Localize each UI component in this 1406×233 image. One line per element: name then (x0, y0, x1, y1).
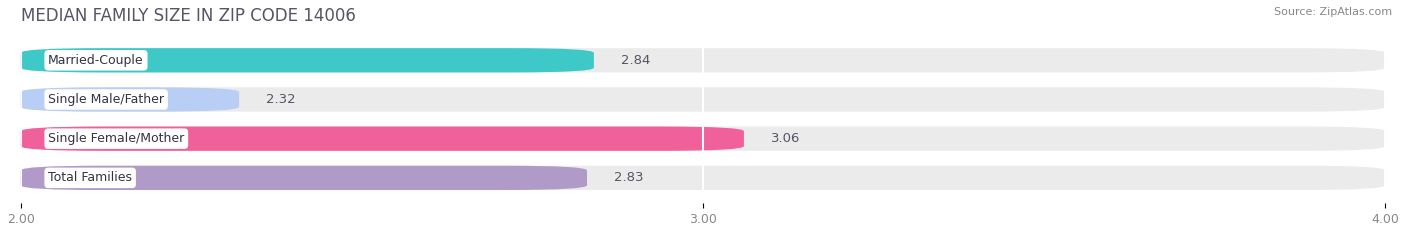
Text: Source: ZipAtlas.com: Source: ZipAtlas.com (1274, 7, 1392, 17)
Text: 2.84: 2.84 (621, 54, 651, 67)
FancyBboxPatch shape (21, 48, 593, 72)
Text: MEDIAN FAMILY SIZE IN ZIP CODE 14006: MEDIAN FAMILY SIZE IN ZIP CODE 14006 (21, 7, 356, 25)
Text: 2.83: 2.83 (614, 171, 644, 184)
FancyBboxPatch shape (21, 127, 744, 151)
FancyBboxPatch shape (21, 48, 1385, 72)
Text: 3.06: 3.06 (772, 132, 800, 145)
FancyBboxPatch shape (21, 166, 1385, 190)
FancyBboxPatch shape (21, 87, 239, 112)
FancyBboxPatch shape (21, 87, 1385, 112)
FancyBboxPatch shape (21, 166, 588, 190)
Text: Married-Couple: Married-Couple (48, 54, 143, 67)
Text: Total Families: Total Families (48, 171, 132, 184)
FancyBboxPatch shape (21, 127, 1385, 151)
Text: Single Male/Father: Single Male/Father (48, 93, 165, 106)
Text: 2.32: 2.32 (267, 93, 297, 106)
Text: Single Female/Mother: Single Female/Mother (48, 132, 184, 145)
